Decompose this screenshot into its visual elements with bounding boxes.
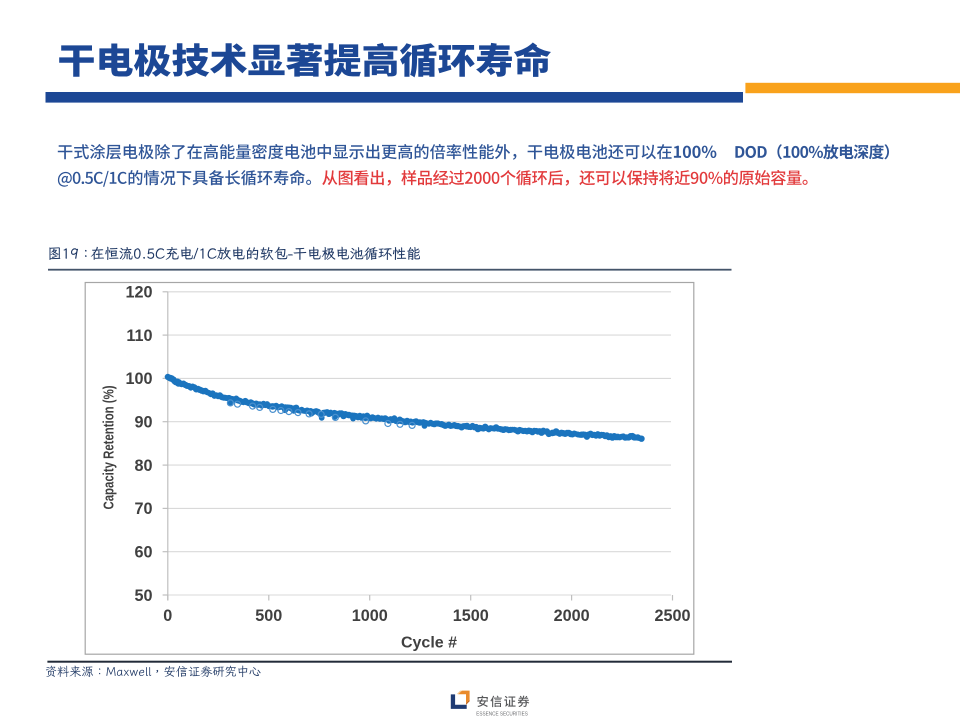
svg-text:120: 120 bbox=[125, 284, 152, 302]
svg-text:1000: 1000 bbox=[352, 607, 388, 625]
svg-text:110: 110 bbox=[126, 327, 152, 345]
svg-text:60: 60 bbox=[134, 544, 152, 562]
svg-text:2000: 2000 bbox=[554, 607, 590, 625]
svg-text:ESSENCE SECURITIES: ESSENCE SECURITIES bbox=[476, 712, 528, 718]
svg-text:500: 500 bbox=[255, 607, 282, 625]
svg-text:50: 50 bbox=[134, 587, 152, 605]
svg-text:100: 100 bbox=[125, 370, 152, 388]
svg-text:Cycle #: Cycle # bbox=[401, 635, 457, 652]
svg-text:90: 90 bbox=[134, 414, 152, 432]
svg-text:1500: 1500 bbox=[453, 607, 489, 625]
svg-text:80: 80 bbox=[134, 457, 152, 475]
svg-text:70: 70 bbox=[134, 500, 152, 518]
svg-text:0: 0 bbox=[163, 607, 172, 625]
svg-text:2500: 2500 bbox=[654, 607, 690, 625]
svg-text:Capacity Retention (%): Capacity Retention (%) bbox=[102, 385, 118, 509]
